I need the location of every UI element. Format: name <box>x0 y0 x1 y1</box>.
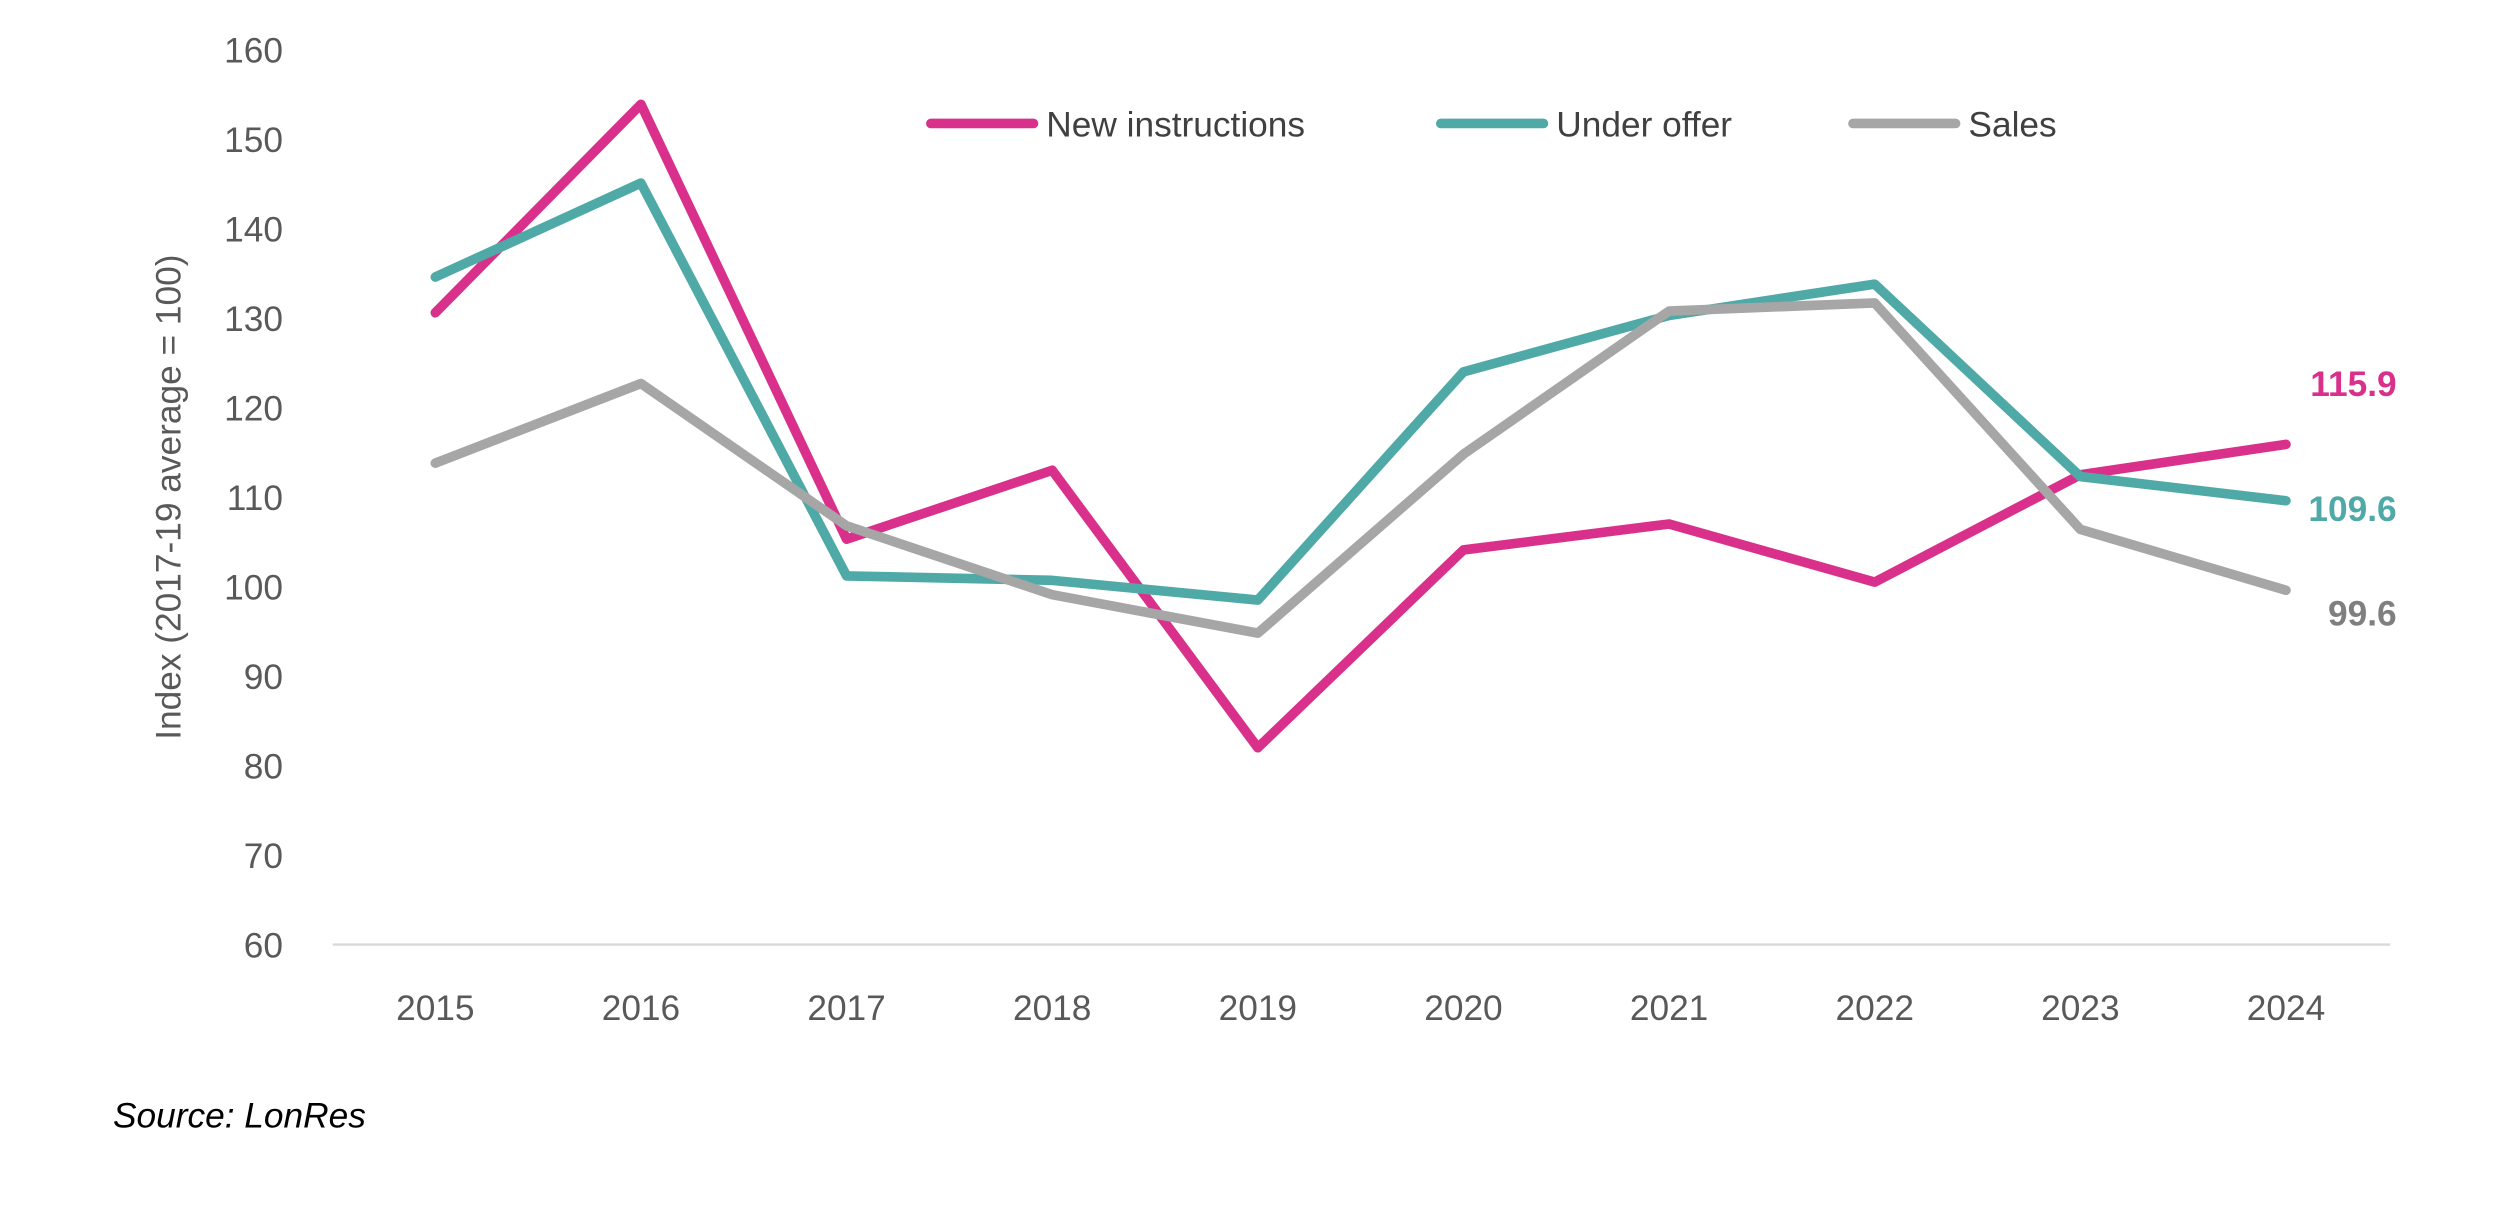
legend-label: Sales <box>1968 105 2056 144</box>
x-tick-label: 2018 <box>1013 989 1091 1028</box>
series-line-sales <box>430 298 2291 638</box>
y-tick-label: 110 <box>227 479 283 518</box>
y-tick-label: 120 <box>224 389 283 428</box>
end-data-label: 109.6 <box>2308 490 2396 529</box>
x-tick-label: 2016 <box>602 989 680 1028</box>
source-note: Source: LonRes <box>113 1096 366 1135</box>
y-tick-label: 150 <box>224 121 283 160</box>
end-data-label: 115.9 <box>2310 365 2396 404</box>
legend-item: Under offer <box>1436 105 1732 144</box>
end-data-label: 99.6 <box>2328 594 2397 633</box>
x-tick-label: 2024 <box>2247 989 2325 1028</box>
legend-item: Sales <box>1848 105 2057 144</box>
y-tick-label: 130 <box>224 300 283 339</box>
y-axis-label: Index (2017-19 average = 100) <box>149 255 188 740</box>
series-line-under-offer <box>430 178 2291 605</box>
y-tick-label: 60 <box>244 926 283 965</box>
y-tick-label: 100 <box>224 568 283 607</box>
legend-label: New instructions <box>1046 105 1305 144</box>
y-tick-label: 90 <box>244 658 283 697</box>
legend-item: New instructions <box>926 105 1305 144</box>
y-tick-label: 160 <box>224 32 283 71</box>
x-tick-label: 2017 <box>807 989 885 1028</box>
x-tick-label: 2022 <box>1835 989 1913 1028</box>
x-tick-label: 2021 <box>1630 989 1708 1028</box>
x-tick-label: 2019 <box>1219 989 1297 1028</box>
legend-label: Under offer <box>1556 105 1732 144</box>
y-tick-label: 70 <box>244 837 283 876</box>
x-tick-label: 2023 <box>2041 989 2119 1028</box>
y-tick-label: 80 <box>244 747 283 786</box>
x-tick-label: 2020 <box>1424 989 1502 1028</box>
x-tick-label: 2015 <box>396 989 474 1028</box>
y-tick-label: 140 <box>224 211 283 250</box>
series-line-new-instructions <box>430 99 2291 753</box>
